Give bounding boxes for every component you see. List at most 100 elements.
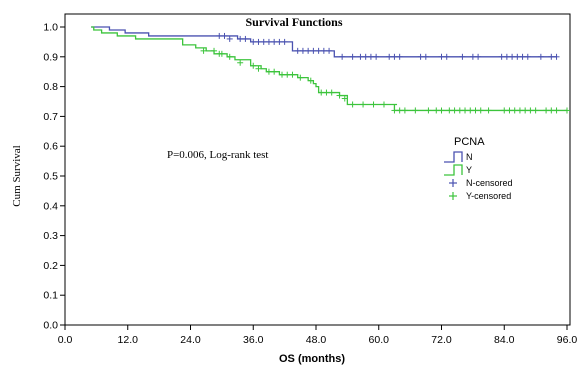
plot-frame — [64, 13, 571, 326]
censor-mark-y — [511, 107, 518, 114]
legend-line-swatch — [444, 164, 463, 176]
censor-mark-y — [467, 107, 474, 114]
x-tick-label: 24.0 — [180, 334, 201, 346]
censor-mark-y — [516, 107, 523, 114]
censor-mark-n — [438, 53, 445, 60]
censor-mark-n — [443, 53, 450, 60]
censor-mark-n — [537, 53, 544, 60]
censor-mark-y — [211, 47, 218, 54]
censor-mark-y — [255, 65, 262, 72]
censor-mark-n — [299, 47, 306, 54]
y-tick-label: 0.1 — [43, 290, 58, 302]
censor-mark-y — [380, 101, 387, 108]
censor-mark-y — [237, 59, 244, 66]
censor-mark-n — [498, 53, 505, 60]
y-tick-label: 0.6 — [43, 141, 58, 153]
legend-entry: Y-censored — [449, 191, 511, 201]
censor-mark-y — [265, 68, 272, 75]
x-axis-label: OS (months) — [279, 353, 345, 365]
censor-mark-n — [281, 38, 288, 45]
censor-mark-n — [373, 53, 380, 60]
legend-label: Y-censored — [466, 191, 511, 201]
censor-mark-y — [200, 47, 207, 54]
censor-mark-n — [237, 35, 244, 42]
censor-mark-y — [341, 95, 348, 102]
x-tick-label: 72.0 — [431, 334, 452, 346]
x-tick-label: 96.0 — [557, 334, 577, 346]
censor-mark-y — [412, 107, 419, 114]
censor-mark-n — [459, 53, 466, 60]
censor-mark-y — [349, 101, 356, 108]
x-tick-label: 60.0 — [369, 334, 390, 346]
censor-mark-n — [367, 53, 374, 60]
censor-mark-n — [524, 53, 531, 60]
censor-mark-y — [456, 107, 463, 114]
y-axis-label: Cum Survival — [11, 145, 23, 206]
censor-mark-n — [349, 53, 356, 60]
legend-label: Y — [466, 165, 472, 175]
censor-mark-y — [564, 107, 570, 114]
censor-mark-y — [328, 89, 335, 96]
legend-label: N — [466, 152, 473, 162]
censor-mark-n — [271, 38, 278, 45]
censor-mark-y — [297, 74, 304, 81]
censor-mark-n — [386, 53, 393, 60]
censor-mark-y — [218, 50, 225, 57]
legend-title: PCNA — [454, 136, 485, 148]
censor-mark-y — [527, 107, 534, 114]
censor-mark-y — [553, 107, 560, 114]
series-line-y — [91, 26, 567, 112]
censor-mark-n — [422, 53, 429, 60]
censor-mark-y — [370, 101, 377, 108]
censor-mark-n — [519, 53, 526, 60]
y-tick-label: 0.4 — [43, 200, 58, 212]
censor-mark-n — [469, 53, 476, 60]
censor-mark-y — [451, 107, 458, 114]
censor-mark-y — [391, 107, 398, 114]
censor-mark-n — [221, 32, 228, 39]
legend-label: N-censored — [466, 178, 513, 188]
censor-mark-y — [401, 107, 408, 114]
censor-mark-y — [532, 107, 539, 114]
censor-mark-n — [226, 35, 233, 42]
censor-mark-y — [318, 89, 325, 96]
y-tick-label: 0.0 — [43, 320, 58, 332]
censor-mark-n — [391, 53, 398, 60]
censor-mark-y — [396, 107, 403, 114]
chart-title: Survival Functions — [245, 15, 342, 29]
censor-mark-y — [360, 101, 367, 108]
censor-mark-y — [522, 107, 529, 114]
censor-mark-y — [336, 92, 343, 99]
censor-mark-n — [548, 53, 555, 60]
annotation-layer: P=0.006, Log-rank test — [167, 149, 269, 161]
x-tick-label: 84.0 — [494, 334, 515, 346]
legend-entry: N — [444, 151, 473, 163]
y-tick-label: 0.2 — [43, 260, 58, 272]
y-tick-label: 0.5 — [43, 171, 58, 183]
censor-mark-n — [417, 53, 424, 60]
censor-mark-n — [396, 53, 403, 60]
censor-mark-n — [250, 38, 257, 45]
x-tick-label: 48.0 — [306, 334, 327, 346]
censor-mark-n — [216, 32, 223, 39]
censor-mark-n — [260, 38, 267, 45]
censor-mark-y — [271, 68, 278, 75]
y-tick-label: 0.3 — [43, 230, 58, 242]
censor-mark-y — [485, 107, 492, 114]
censor-mark-n — [514, 53, 521, 60]
censor-mark-y — [501, 107, 508, 114]
series-layer — [91, 26, 567, 112]
censor-mark-n — [320, 47, 327, 54]
censor-mark-y — [477, 107, 484, 114]
censor-mark-y — [250, 62, 257, 69]
censor-mark-y — [446, 107, 453, 114]
y-tick-label: 0.8 — [43, 81, 58, 93]
legend-entry: N-censored — [449, 178, 513, 188]
censor-layer — [200, 32, 570, 114]
censor-mark-y — [543, 107, 550, 114]
censor-mark-n — [310, 47, 317, 54]
censor-mark-n — [475, 53, 482, 60]
censor-mark-n — [553, 53, 560, 60]
